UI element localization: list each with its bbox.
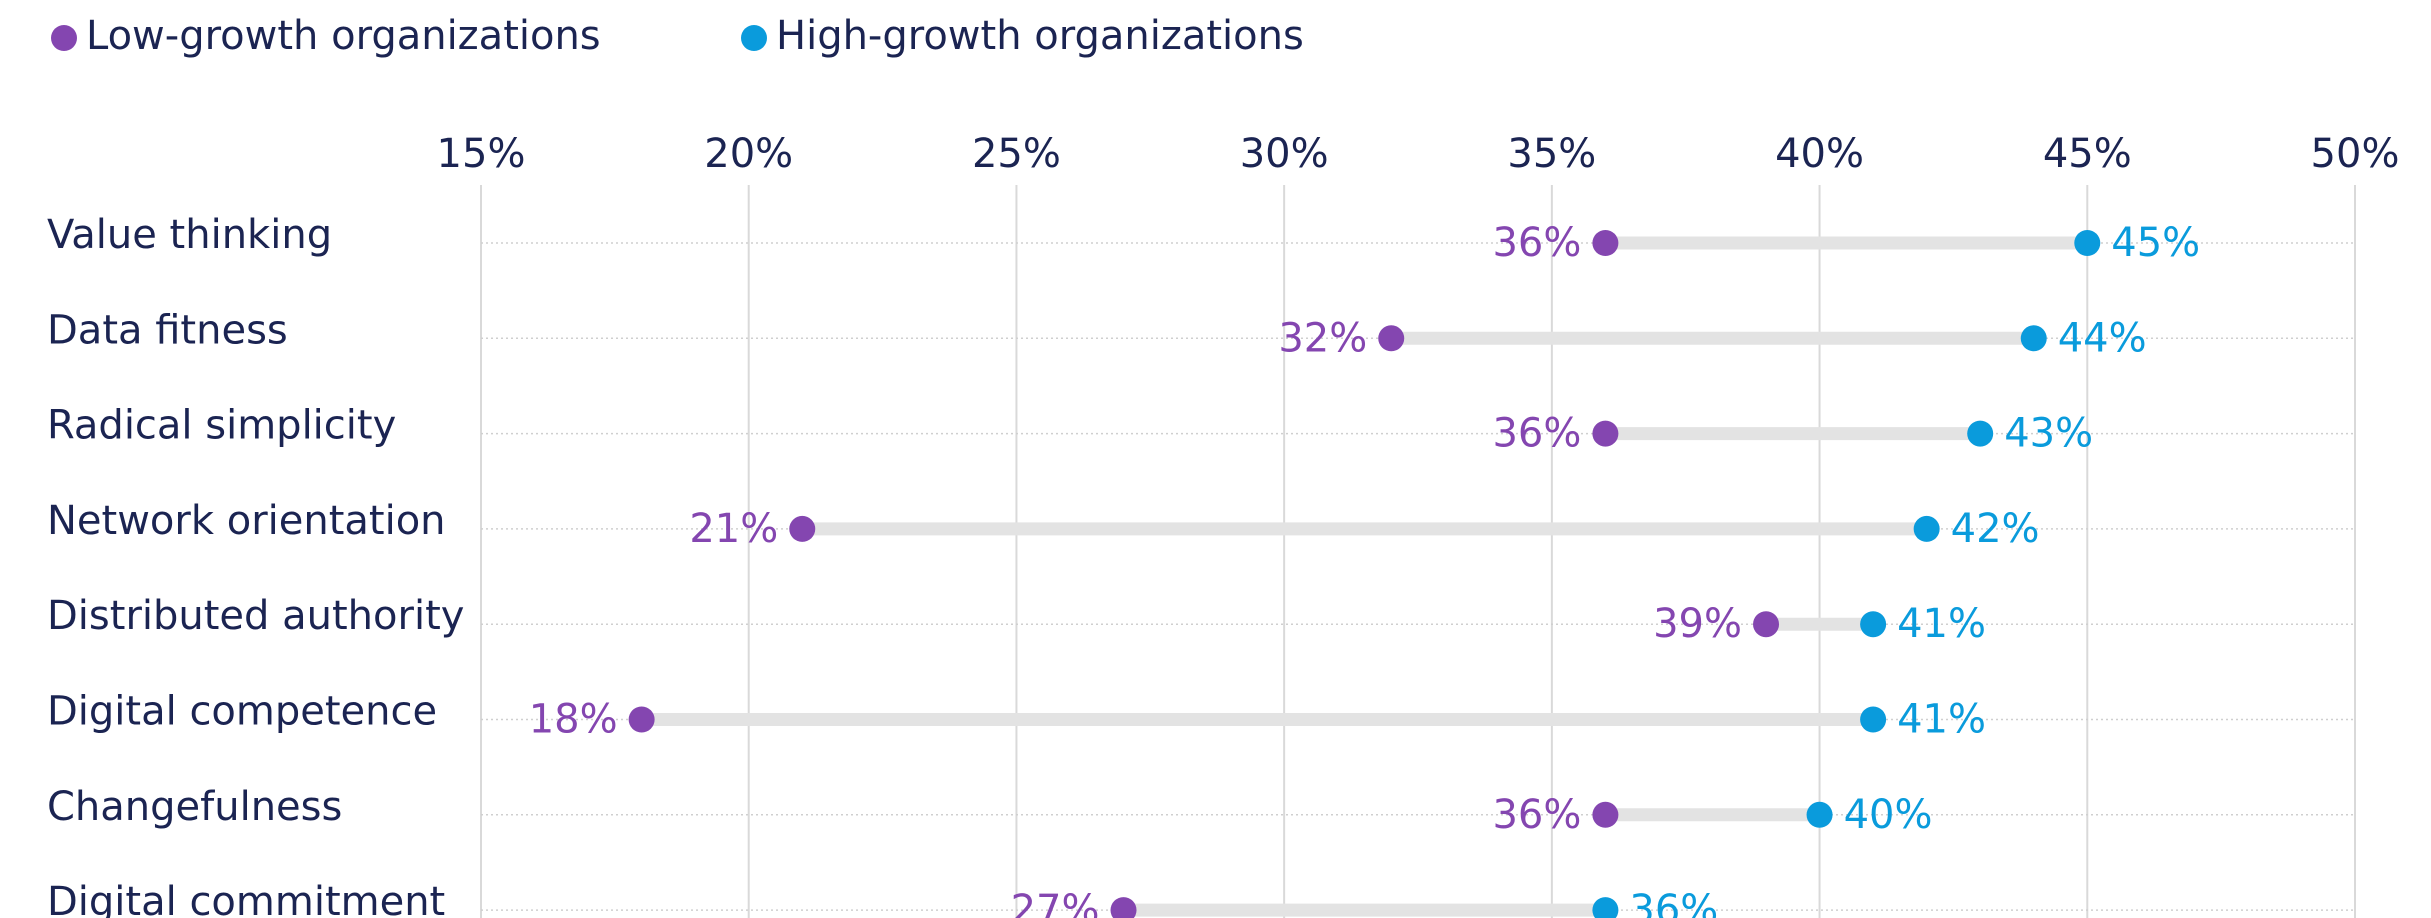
x-tick-label: 20% <box>704 131 793 177</box>
high-dot <box>1860 706 1887 733</box>
value-label: 27% <box>1011 887 1100 918</box>
value-label: 36% <box>1629 887 1718 918</box>
high-dot <box>1592 897 1619 918</box>
category-label: Digital competence <box>47 689 437 735</box>
high-dot <box>1806 801 1833 828</box>
low-dot <box>1753 611 1780 638</box>
low-dot <box>1592 230 1619 256</box>
value-label: 40% <box>1844 792 1933 838</box>
category-label: Data fitness <box>47 307 288 353</box>
category-label: Digital commitment <box>47 879 445 918</box>
value-label: 36% <box>1492 220 1581 266</box>
low-dot <box>1592 801 1619 828</box>
x-tick-label: 25% <box>972 131 1061 177</box>
value-label: 41% <box>1897 601 1986 647</box>
high-dot <box>2074 230 2101 256</box>
category-label: Distributed authority <box>47 593 464 639</box>
high-dot <box>1860 611 1887 638</box>
high-dot <box>1913 515 1940 542</box>
low-dot <box>628 706 655 733</box>
category-label: Value thinking <box>47 212 332 258</box>
x-tick-label: 35% <box>1507 131 1596 177</box>
category-label: Radical simplicity <box>47 403 396 449</box>
low-dot <box>1592 420 1619 447</box>
x-tick-label: 15% <box>437 131 526 177</box>
value-label: 42% <box>1951 506 2040 552</box>
value-label: 32% <box>1278 315 1367 361</box>
x-tick-label: 30% <box>1240 131 1329 177</box>
low-dot <box>1378 325 1405 352</box>
legend-marker <box>51 25 77 51</box>
category-label: Changefulness <box>47 784 342 830</box>
legend-marker <box>741 25 767 51</box>
low-dot <box>1110 897 1137 918</box>
legend-label: High-growth organizations <box>776 13 1304 59</box>
value-label: 41% <box>1897 697 1986 743</box>
category-label: Network orientation <box>47 498 446 544</box>
value-label: 36% <box>1492 792 1581 838</box>
value-label: 21% <box>689 506 778 552</box>
x-tick-label: 40% <box>1775 131 1864 177</box>
high-dot <box>1967 420 1994 447</box>
value-label: 45% <box>2111 220 2200 266</box>
low-dot <box>789 515 816 542</box>
x-tick-label: 50% <box>2311 131 2400 177</box>
value-label: 39% <box>1653 601 1742 647</box>
value-label: 44% <box>2058 315 2147 361</box>
x-tick-label: 45% <box>2043 131 2132 177</box>
legend-label: Low-growth organizations <box>86 13 601 59</box>
high-dot <box>2020 325 2047 352</box>
value-label: 36% <box>1492 411 1581 457</box>
value-label: 18% <box>529 697 618 743</box>
value-label: 43% <box>2004 411 2093 457</box>
